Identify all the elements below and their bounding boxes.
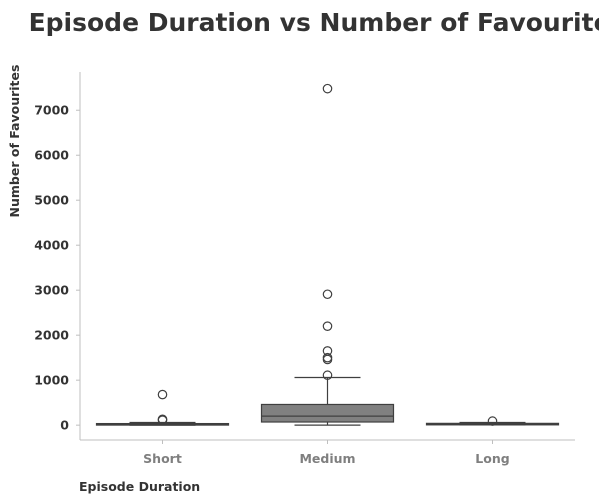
box-iqr	[260, 403, 395, 423]
y-tick-label: 2000	[34, 328, 69, 343]
box-group-short	[95, 389, 230, 426]
y-tick-label: 5000	[34, 193, 69, 208]
x-axis-label: Episode Duration	[79, 479, 200, 494]
outlier-point	[157, 415, 168, 426]
outlier-point	[157, 389, 168, 400]
x-tick-label: Short	[143, 451, 182, 466]
outlier-point	[487, 416, 498, 426]
x-ticks: Short Medium Long	[143, 440, 510, 466]
outlier-point	[322, 83, 333, 94]
box-group-medium	[260, 83, 395, 426]
outlier-point	[322, 289, 333, 300]
box-group-long	[425, 416, 560, 426]
x-tick-label: Long	[475, 451, 509, 466]
outlier-point	[322, 370, 333, 381]
y-axis-label: Number of Favourites	[7, 65, 22, 218]
boxes	[95, 83, 560, 426]
y-tick-label: 4000	[34, 238, 69, 253]
y-tick-label: 3000	[34, 283, 69, 298]
y-tick-label: 7000	[34, 103, 69, 118]
y-tick-label: 1000	[34, 373, 69, 388]
outlier-point	[322, 321, 333, 331]
x-tick-label: Medium	[299, 451, 355, 466]
y-ticks: 0 1000 2000 3000 4000 5000 6000 7000	[34, 103, 80, 433]
y-tick-label: 6000	[34, 148, 69, 163]
outlier-point	[322, 354, 333, 365]
chart-title: Episode Duration vs Number of Favourites	[29, 8, 599, 37]
y-tick-label: 0	[60, 418, 69, 433]
